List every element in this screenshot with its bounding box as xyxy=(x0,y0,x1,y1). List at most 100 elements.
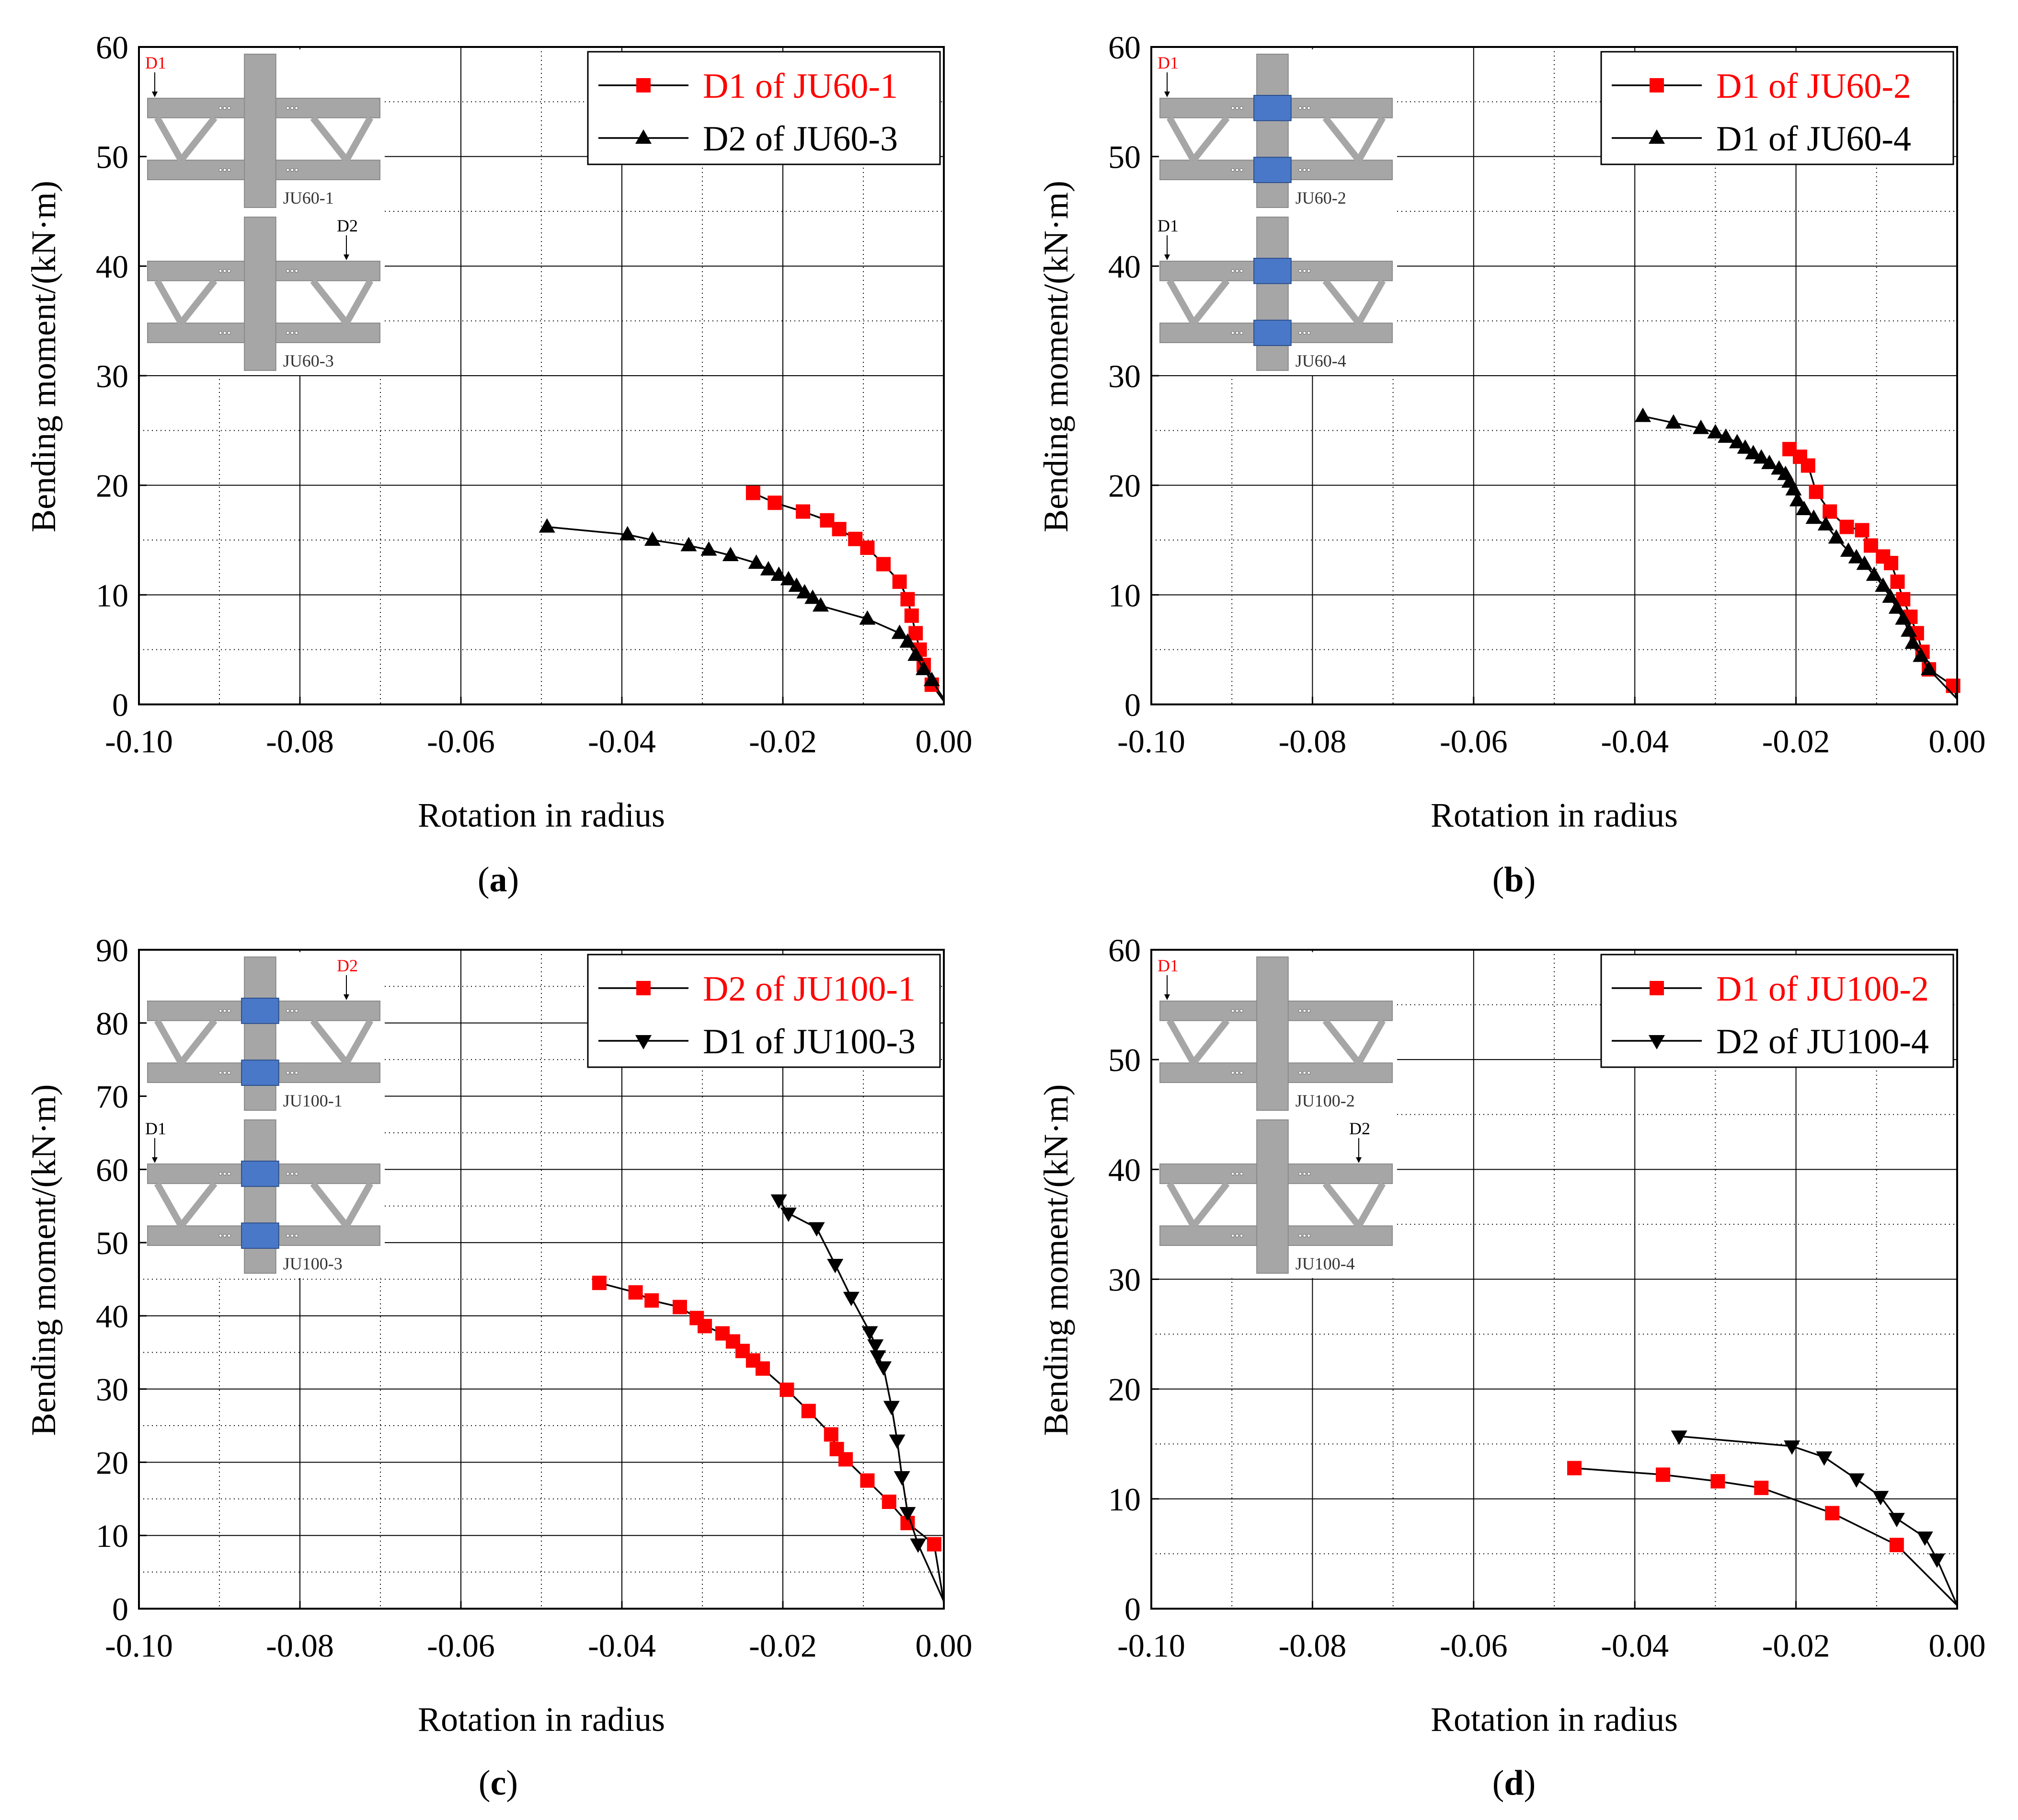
data-point-1-2 xyxy=(1913,647,1929,662)
legend-label: D2 of JU100-4 xyxy=(1716,1022,1929,1061)
data-point-1-5 xyxy=(1895,610,1912,625)
data-point-1-12 xyxy=(770,566,787,581)
inset-bolt xyxy=(286,1009,290,1013)
chart-panel-c: D2 JU100-1 D1 JU100-3 -0.10 -0.08 -0.06 -0.04 -0… xyxy=(24,932,973,1803)
inset-web-member xyxy=(1166,1182,1197,1228)
data-point-0-14 xyxy=(715,1326,730,1341)
inset-column xyxy=(1256,956,1289,1111)
inset-bolt xyxy=(1239,269,1243,273)
inset-bolt xyxy=(1239,1234,1243,1238)
inset-column xyxy=(1256,1119,1289,1274)
chart-panel-a: D1 JU60-1D2 JU60-3 -0.10 -0.08 -0.06 -0.04 -0.0… xyxy=(24,29,973,899)
x-tick-label: 0.00 xyxy=(916,1627,973,1664)
data-point-1-17 xyxy=(680,537,697,552)
inset-bolt xyxy=(1303,106,1307,110)
inset-bolt xyxy=(1303,1172,1307,1175)
data-point-0-18 xyxy=(644,1293,659,1308)
y-tick-label: 10 xyxy=(96,1518,128,1554)
inset-callout-label: D1 xyxy=(145,1119,166,1138)
x-tick-label: 0.00 xyxy=(916,723,973,760)
legend-box xyxy=(1600,51,1954,165)
inset-bolt xyxy=(1307,168,1311,172)
data-point-0-10 xyxy=(848,531,863,546)
data-point-1-11 xyxy=(780,571,797,586)
inset-connection-plate xyxy=(1253,157,1292,184)
inset-bolt xyxy=(218,1234,222,1238)
data-point-1-24 xyxy=(1745,445,1762,460)
chart-panel-b: D1 JU60-2 D1 JU60-4 -0.10 -0.08 -0.06 -0.04 -0.0… xyxy=(1037,29,1986,899)
inset-web-member xyxy=(1191,1181,1230,1228)
data-point-1-14 xyxy=(1817,516,1834,530)
inset-callout-label: D1 xyxy=(1158,53,1179,72)
y-tick-label: 10 xyxy=(96,577,128,613)
data-point-1-13 xyxy=(1828,529,1845,544)
data-point-1-13 xyxy=(760,561,777,576)
x-tick-label: -0.04 xyxy=(588,723,656,760)
y-tick-label: 20 xyxy=(1108,468,1141,504)
inset-bolt xyxy=(1239,331,1243,335)
x-tick-label: -0.08 xyxy=(1279,1627,1347,1664)
x-tick-label: -0.10 xyxy=(105,723,173,760)
inset-bolt xyxy=(223,331,227,335)
inset-web-member xyxy=(178,278,218,325)
inset-bolt xyxy=(1235,168,1239,172)
inset-web-member xyxy=(1322,115,1362,162)
data-point-1-2 xyxy=(1916,1532,1933,1546)
data-point-1-6 xyxy=(1888,599,1905,614)
panel-3-inset-1: D2 JU100-4 xyxy=(1155,1115,1397,1278)
inset-bolt xyxy=(290,106,294,110)
y-tick-label: 0 xyxy=(112,1591,128,1627)
legend-marker xyxy=(1650,981,1664,995)
data-point-1-3 xyxy=(894,1471,910,1486)
inset-label: JU100-2 xyxy=(1296,1091,1355,1110)
inset-web-member xyxy=(1355,1019,1386,1065)
inset-callout-arrowhead xyxy=(152,92,158,97)
inset-label: JU60-2 xyxy=(1296,188,1346,207)
data-point-1-3 xyxy=(1904,634,1921,649)
inset-bolt xyxy=(295,269,298,273)
inset-bolt xyxy=(290,331,294,335)
inset-web-member xyxy=(1191,115,1230,162)
legend-label: D2 of JU60-3 xyxy=(703,119,898,159)
y-tick-label: 30 xyxy=(96,1371,128,1408)
inset-callout-label: D2 xyxy=(1349,1119,1370,1138)
inset-bolt xyxy=(295,106,298,110)
data-point-1-6 xyxy=(1816,1451,1833,1466)
legend-box xyxy=(587,51,941,165)
data-point-0-15 xyxy=(745,485,760,500)
data-point-1-29 xyxy=(1693,419,1709,434)
data-point-1-8 xyxy=(1671,1430,1687,1445)
inset-web-member xyxy=(1322,278,1362,325)
panel-0-inset-1: D2 JU60-3 xyxy=(143,212,385,375)
inset-bolt xyxy=(1231,168,1235,172)
data-point-1-18 xyxy=(644,531,661,546)
inset-bolt xyxy=(1303,1009,1307,1013)
data-point-0-6 xyxy=(1567,1461,1582,1475)
x-tick-label: -0.04 xyxy=(588,1627,656,1664)
data-point-0-12 xyxy=(1839,519,1854,534)
inset-bolt xyxy=(295,168,298,172)
inset-bolt xyxy=(1298,1172,1302,1175)
data-point-0-3 xyxy=(1754,1480,1769,1495)
data-point-1-8 xyxy=(1875,577,1892,592)
inset-bolt xyxy=(227,1071,231,1075)
data-point-1-11 xyxy=(1848,549,1865,564)
inset-bolt xyxy=(1231,1071,1235,1075)
data-point-0-2 xyxy=(1825,1506,1840,1521)
inset-bolt xyxy=(1298,269,1302,273)
inset-callout-label: D2 xyxy=(337,956,358,975)
inset-bolt xyxy=(227,331,231,335)
inset-label: JU60-1 xyxy=(283,188,334,207)
data-point-1-18 xyxy=(1785,481,1802,495)
inset-web-member xyxy=(1166,116,1197,162)
inset-bolt xyxy=(290,1172,294,1175)
data-point-1-8 xyxy=(804,589,821,604)
inset-bolt xyxy=(1231,1172,1235,1175)
panel-label: (b) xyxy=(1492,860,1536,899)
inset-bolt xyxy=(295,1234,298,1238)
inset-web-member xyxy=(1355,1182,1386,1228)
data-point-0-1 xyxy=(927,1537,941,1552)
inset-bolt xyxy=(1303,168,1307,172)
y-tick-label: 50 xyxy=(96,1225,128,1261)
inset-label: JU100-3 xyxy=(283,1254,343,1273)
